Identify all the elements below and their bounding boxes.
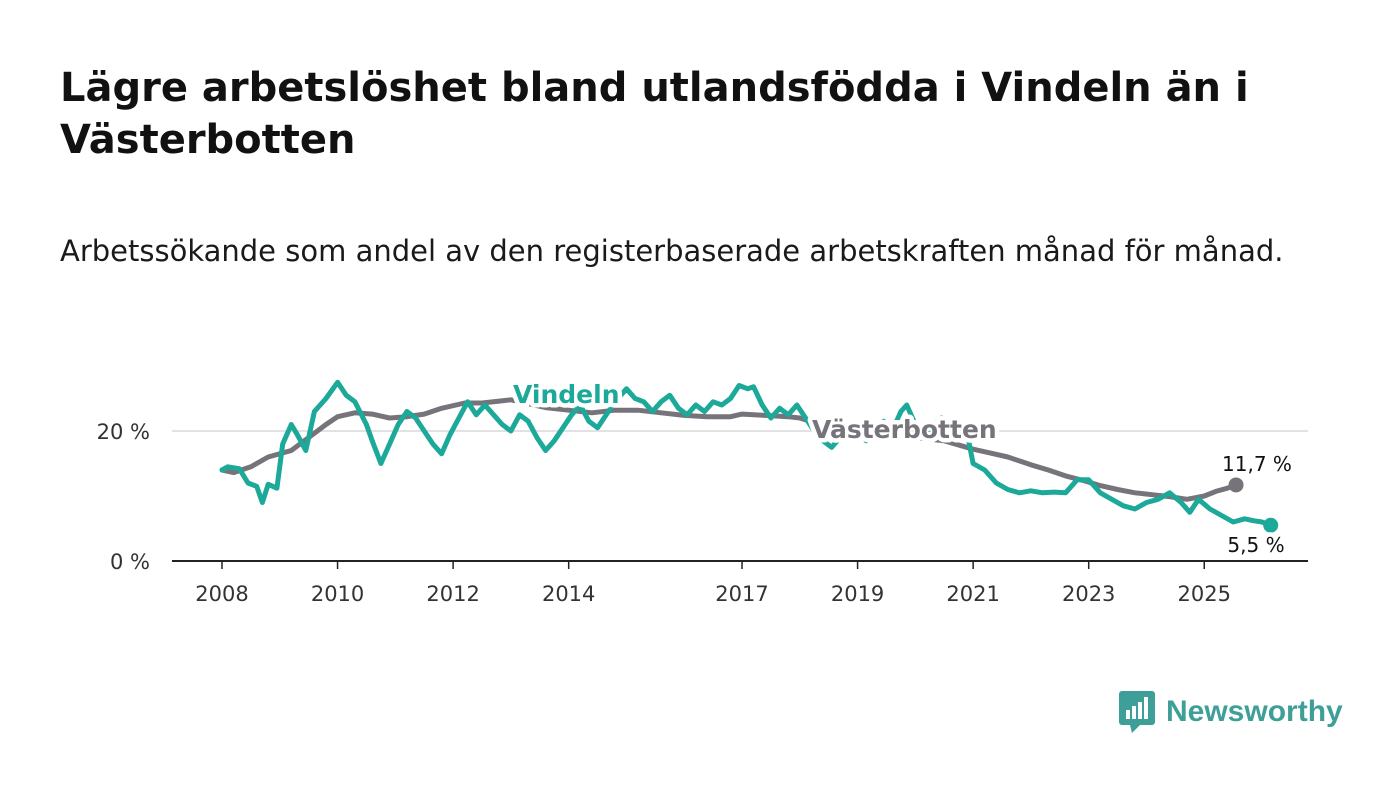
x-tick-label: 2023 [1062,582,1115,606]
x-tick-label: 2019 [831,582,884,606]
x-tick-label: 2014 [542,582,595,606]
x-tick-label: 2021 [946,582,999,606]
newsworthy-bar-chart-icon [1119,691,1155,733]
series-line-västerbotten [219,397,1239,502]
end-value-label-vindeln-halo: 5,5 % [1227,533,1284,557]
end-marker-vindeln [1263,517,1279,533]
label-layer: VindelnVindelnVästerbottenVästerbotten11… [509,376,1297,562]
x-tick-label: 2025 [1178,582,1231,606]
logo-text: Newsworthy [1166,695,1343,728]
x-tick-label: 2008 [195,582,248,606]
axis-layer: 0 % 20 % 2008 2010 2012 2014 2017 2019 2021 2023 2… [97,420,1308,606]
x-tick-label: 2010 [311,582,364,606]
series-layer [219,379,1279,533]
end-value-label-vasterbotten: 11,7 % [1222,452,1292,476]
series-line-vindeln [219,379,1274,528]
end-marker-västerbotten [1228,477,1244,493]
chart-title: Lägre arbetslöshet bland utlandsfödda i … [60,65,1249,163]
newsworthy-logo: Newsworthy [1118,690,1343,734]
end-value-label-vasterbotten-halo: 11,7 % [1222,452,1292,476]
end-value-label-vindeln: 5,5 % [1227,533,1284,557]
series-label-vindeln-halo: Vindeln [513,380,620,409]
y-tick-label: 20 % [97,420,150,444]
x-tick-label: 2012 [426,582,479,606]
x-tick-label: 2017 [715,582,768,606]
chart-subtitle: Arbetssökande som andel av den registerb… [60,234,1284,268]
line-chart: 0 % 20 % 2008 2010 2012 2014 2017 2019 2021 2023 2… [97,376,1308,606]
y-tick-label: 0 % [110,550,150,574]
series-label-vasterbotten: Västerbotten [812,415,997,444]
series-label-vindeln: Vindeln [513,380,620,409]
series-label-vasterbotten-halo: Västerbotten [812,415,997,444]
